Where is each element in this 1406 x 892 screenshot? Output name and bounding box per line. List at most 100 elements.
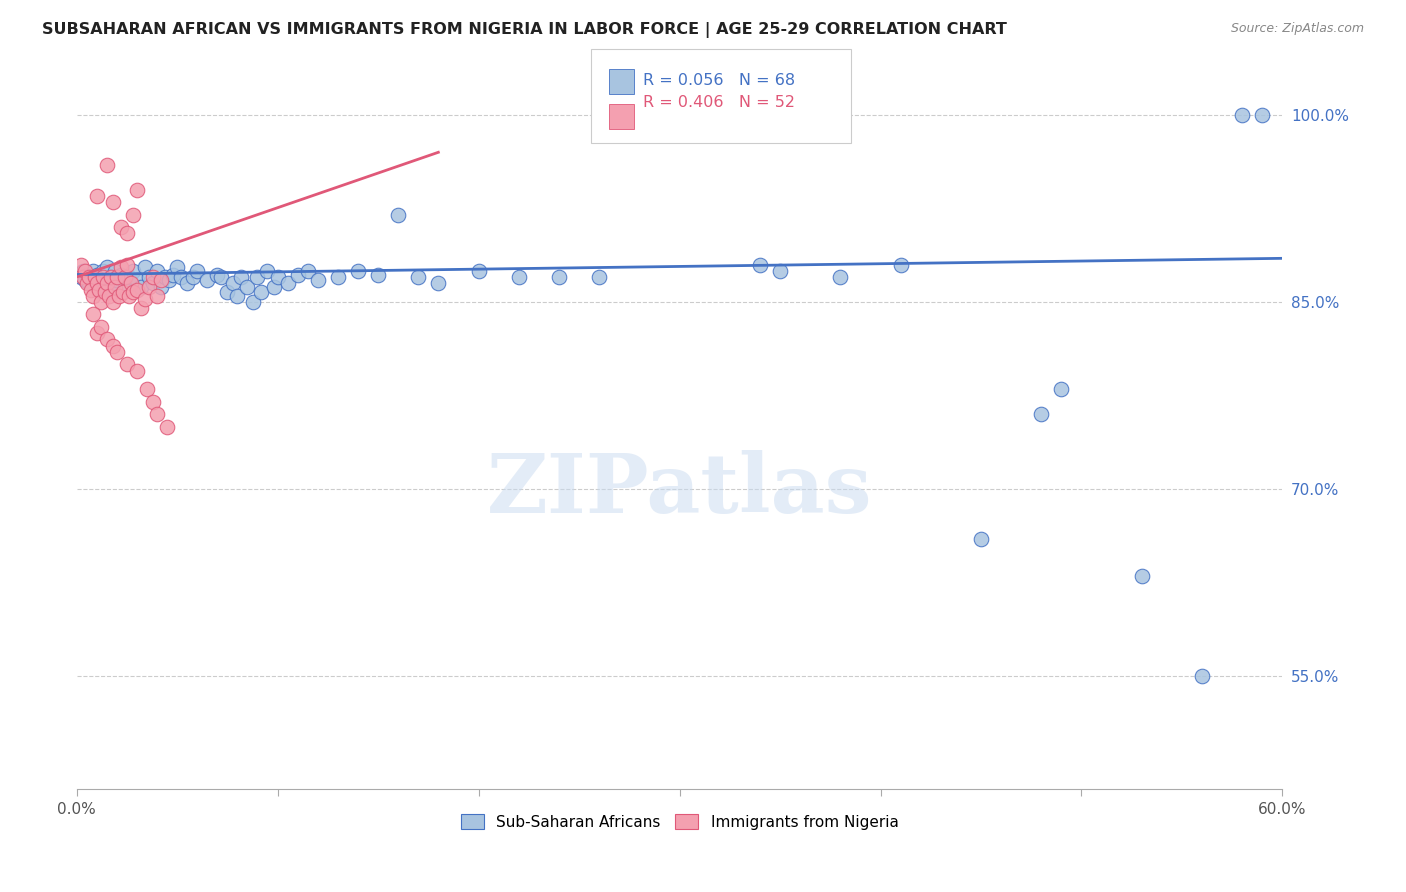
Point [347, 264, 370, 278]
Text: Source: ZipAtlas.com: Source: ZipAtlas.com [1230, 22, 1364, 36]
Point [97, 277, 120, 291]
Point [96, 333, 118, 347]
Legend: Sub-Saharan Africans, Immigrants from Nigeria: Sub-Saharan Africans, Immigrants from Ni… [456, 809, 903, 834]
Text: SUBSAHARAN AFRICAN VS IMMIGRANTS FROM NIGERIA IN LABOR FORCE | AGE 25-29 CORRELA: SUBSAHARAN AFRICAN VS IMMIGRANTS FROM NI… [42, 22, 1007, 38]
Point [96, 260, 118, 274]
Point [73, 272, 96, 286]
Point [86, 277, 108, 291]
Point [125, 183, 148, 197]
Point [307, 272, 329, 286]
Point [129, 280, 152, 294]
Point [115, 227, 138, 241]
Point [1232, 108, 1254, 122]
Point [86, 326, 108, 341]
Point [121, 208, 143, 222]
Text: ZIPatlas: ZIPatlas [486, 450, 872, 530]
Point [121, 264, 143, 278]
Point [1191, 669, 1213, 683]
Point [76, 268, 98, 282]
Point [86, 268, 108, 282]
Point [101, 195, 124, 210]
Point [207, 268, 229, 282]
Point [118, 289, 141, 303]
Point [111, 285, 134, 299]
Point [82, 308, 104, 322]
Point [748, 258, 770, 272]
Point [138, 270, 160, 285]
Point [217, 285, 239, 299]
Point [231, 270, 253, 285]
Point [250, 285, 273, 299]
Point [157, 272, 180, 286]
Point [115, 357, 138, 371]
Point [246, 270, 269, 285]
Point [769, 264, 792, 278]
Text: R = 0.056   N = 68: R = 0.056 N = 68 [643, 73, 794, 88]
Point [72, 264, 94, 278]
Point [105, 272, 128, 286]
Point [101, 339, 124, 353]
Point [176, 277, 198, 291]
Point [87, 277, 110, 291]
Point [427, 277, 450, 291]
Point [90, 270, 112, 285]
Point [110, 260, 132, 274]
Point [110, 268, 132, 282]
Point [195, 272, 218, 286]
Point [104, 280, 127, 294]
Point [110, 220, 132, 235]
Point [77, 270, 100, 285]
Point [79, 270, 101, 285]
Point [101, 295, 124, 310]
Point [226, 289, 249, 303]
Point [153, 270, 176, 285]
Point [73, 264, 96, 278]
Point [142, 270, 165, 285]
Point [142, 394, 165, 409]
Point [588, 270, 610, 285]
Point [508, 270, 530, 285]
Point [830, 270, 852, 285]
Point [142, 277, 165, 291]
Point [1050, 382, 1073, 396]
Point [91, 264, 114, 278]
Point [104, 264, 127, 278]
Point [76, 277, 98, 291]
Point [90, 320, 112, 334]
Point [548, 270, 571, 285]
Point [1130, 569, 1153, 583]
Point [263, 280, 285, 294]
Point [146, 407, 169, 421]
Point [134, 293, 156, 307]
Point [170, 270, 193, 285]
Point [100, 270, 122, 285]
Point [105, 345, 128, 359]
Point [125, 283, 148, 297]
Point [209, 270, 232, 285]
Point [90, 295, 112, 310]
Point [121, 285, 143, 299]
Point [166, 260, 188, 274]
Point [156, 419, 179, 434]
Point [79, 283, 101, 297]
Point [890, 258, 912, 272]
Point [297, 264, 319, 278]
Point [100, 270, 122, 285]
Point [72, 270, 94, 285]
Point [91, 270, 114, 285]
Point [82, 264, 104, 278]
Point [222, 277, 245, 291]
Point [287, 268, 309, 282]
Point [114, 277, 136, 291]
Point [236, 280, 259, 294]
Point [186, 264, 208, 278]
Point [125, 272, 148, 286]
Point [467, 264, 489, 278]
Point [93, 285, 115, 299]
Point [146, 289, 169, 303]
Point [277, 277, 299, 291]
Point [83, 270, 105, 285]
Point [134, 260, 156, 274]
Point [69, 258, 91, 272]
Point [120, 277, 142, 291]
